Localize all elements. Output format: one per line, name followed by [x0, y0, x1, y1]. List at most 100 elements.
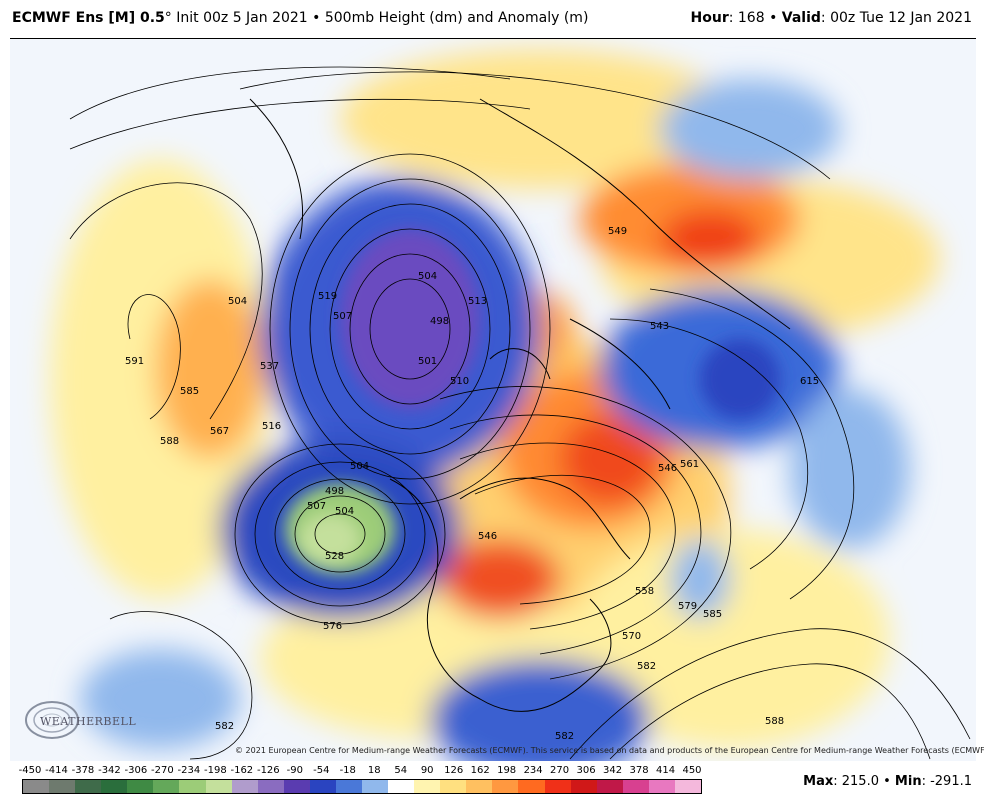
- colorbar-tick-label: 162: [470, 765, 490, 776]
- contour-label: 528: [325, 551, 344, 562]
- anomaly-core-shading: [285, 229, 780, 574]
- contour-labels: 591 585 588 567 537 504 519 507 504 498 …: [125, 226, 819, 742]
- colorbar-tick-label: -90: [286, 765, 303, 776]
- contour-label: 558: [635, 586, 654, 597]
- colorbar-swatch: [283, 780, 310, 793]
- contour-label: 504: [350, 461, 369, 472]
- colorbar-tick-label: -198: [204, 765, 227, 776]
- contour-label: 585: [703, 609, 722, 620]
- colorbar-tick-label: 54: [394, 765, 408, 776]
- height-anomaly-map: 591 585 588 567 537 504 519 507 504 498 …: [50, 49, 971, 761]
- colorbar-tick-label: 270: [550, 765, 570, 776]
- contour-label: 588: [765, 716, 784, 727]
- colorbar-tick-label: -162: [230, 765, 254, 776]
- contour-label: 504: [418, 271, 437, 282]
- contour-label: 582: [637, 661, 656, 672]
- colorbar-swatch: [23, 780, 50, 793]
- colorbar-swatch: [205, 780, 232, 793]
- contour-label: 582: [555, 731, 574, 742]
- contour-label: 567: [210, 426, 229, 437]
- max-value: : 215.0 •: [833, 774, 895, 789]
- contour-label: 549: [608, 226, 627, 237]
- colorbar-labels: -450 -414 -378 -342 -306 -270 -234 -198 -162 -126…: [18, 765, 708, 779]
- colorbar-swatch: [153, 780, 180, 793]
- colorbar-swatch: [622, 780, 649, 793]
- colorbar-tick-label: 126: [444, 765, 464, 776]
- init-description: Init 00z 5 Jan 2021 • 500mb Height (dm) …: [171, 10, 589, 26]
- contour-label: 498: [430, 316, 449, 327]
- contour-label: 588: [160, 436, 179, 447]
- contour-label: 519: [318, 291, 337, 302]
- colorbar-tick-label: -414: [45, 765, 68, 776]
- contour-label: 507: [333, 311, 352, 322]
- colorbar-swatch: [362, 780, 389, 793]
- colorbar-tick-label: 342: [603, 765, 623, 776]
- colorbar-tick-label: 198: [497, 765, 517, 776]
- colorbar-swatch: [570, 780, 597, 793]
- valid-value: : 00z Tue 12 Jan 2021: [820, 10, 972, 26]
- colorbar-tick-label: -450: [18, 765, 42, 776]
- colorbar-swatch: [544, 780, 571, 793]
- contour-label: 543: [650, 321, 669, 332]
- colorbar-swatch: [49, 780, 76, 793]
- colorbar-swatch: [674, 780, 702, 793]
- colorbar-swatch: [309, 780, 336, 793]
- hour-label: Hour: [690, 10, 729, 26]
- coastlines: [249, 98, 791, 712]
- contour-label: 516: [262, 421, 281, 432]
- anomaly-shading: [50, 49, 940, 761]
- colorbar-tick-label: -270: [151, 765, 174, 776]
- colorbar-swatch: [440, 780, 467, 793]
- valid-label: Valid: [781, 10, 821, 26]
- colorbar-tick-label: 90: [420, 765, 434, 776]
- colorbar-swatch: [466, 780, 493, 793]
- chart-title: ECMWF Ens [M] 0.5° Init 00z 5 Jan 2021 •…: [12, 10, 588, 26]
- colorbar-tick-label: -126: [256, 765, 280, 776]
- colorbar-swatch: [518, 780, 545, 793]
- colorbar-swatch: [335, 780, 363, 793]
- contour-label: 546: [658, 463, 677, 474]
- colorbar-swatch: [414, 780, 441, 793]
- colorbar-tick-label: 306: [576, 765, 596, 776]
- colorbar-swatch: [492, 780, 519, 793]
- height-contours: [69, 66, 971, 760]
- colorbar-tick-label: 414: [655, 765, 676, 776]
- contour-label: 513: [468, 296, 487, 307]
- valid-time: Hour: 168 • Valid: 00z Tue 12 Jan 2021: [691, 10, 972, 26]
- max-label: Max: [803, 774, 834, 789]
- max-min-readout: Max: 215.0 • Min: -291.1: [803, 774, 972, 789]
- hour-value: : 168 •: [728, 10, 782, 26]
- colorbar-tick-label: 378: [629, 765, 649, 776]
- contour-label: 507: [307, 501, 326, 512]
- contour-label: 570: [622, 631, 641, 642]
- contour-label: 615: [800, 376, 819, 387]
- contour-label: 585: [180, 386, 199, 397]
- weatherbell-swirl-icon: [25, 701, 79, 739]
- min-label: Min: [894, 774, 922, 789]
- model-name: ECMWF Ens [M] 0.5: [12, 10, 165, 26]
- anomaly-colorbar: [22, 779, 702, 794]
- colorbar-tick-label: 18: [367, 765, 381, 776]
- contour-label: 498: [325, 486, 344, 497]
- colorbar-tick-label: -342: [98, 765, 121, 776]
- colorbar-tick-label: -54: [313, 765, 330, 776]
- contour-label: 510: [450, 376, 469, 387]
- colorbar-swatch: [596, 780, 623, 793]
- map-panel[interactable]: 591 585 588 567 537 504 519 507 504 498 …: [10, 38, 976, 761]
- colorbar-swatch: [101, 780, 128, 793]
- contour-label: 582: [215, 721, 234, 732]
- colorbar-tick-label: -306: [124, 765, 148, 776]
- contour-label: 591: [125, 356, 144, 367]
- logo-text: WEATHERBELL: [40, 715, 137, 728]
- contour-label: 546: [478, 531, 497, 542]
- colorbar-tick-label: -234: [177, 765, 201, 776]
- colorbar-swatch: [75, 780, 102, 793]
- contour-label: 501: [418, 356, 437, 367]
- copyright-notice: © 2021 European Centre for Medium-range …: [235, 746, 984, 755]
- contour-label: 576: [323, 621, 342, 632]
- colorbar-tick-label: -378: [71, 765, 95, 776]
- colorbar-swatch: [648, 780, 675, 793]
- min-value: : -291.1: [921, 774, 972, 789]
- contour-label: 537: [260, 361, 279, 372]
- colorbar-swatch: [127, 780, 154, 793]
